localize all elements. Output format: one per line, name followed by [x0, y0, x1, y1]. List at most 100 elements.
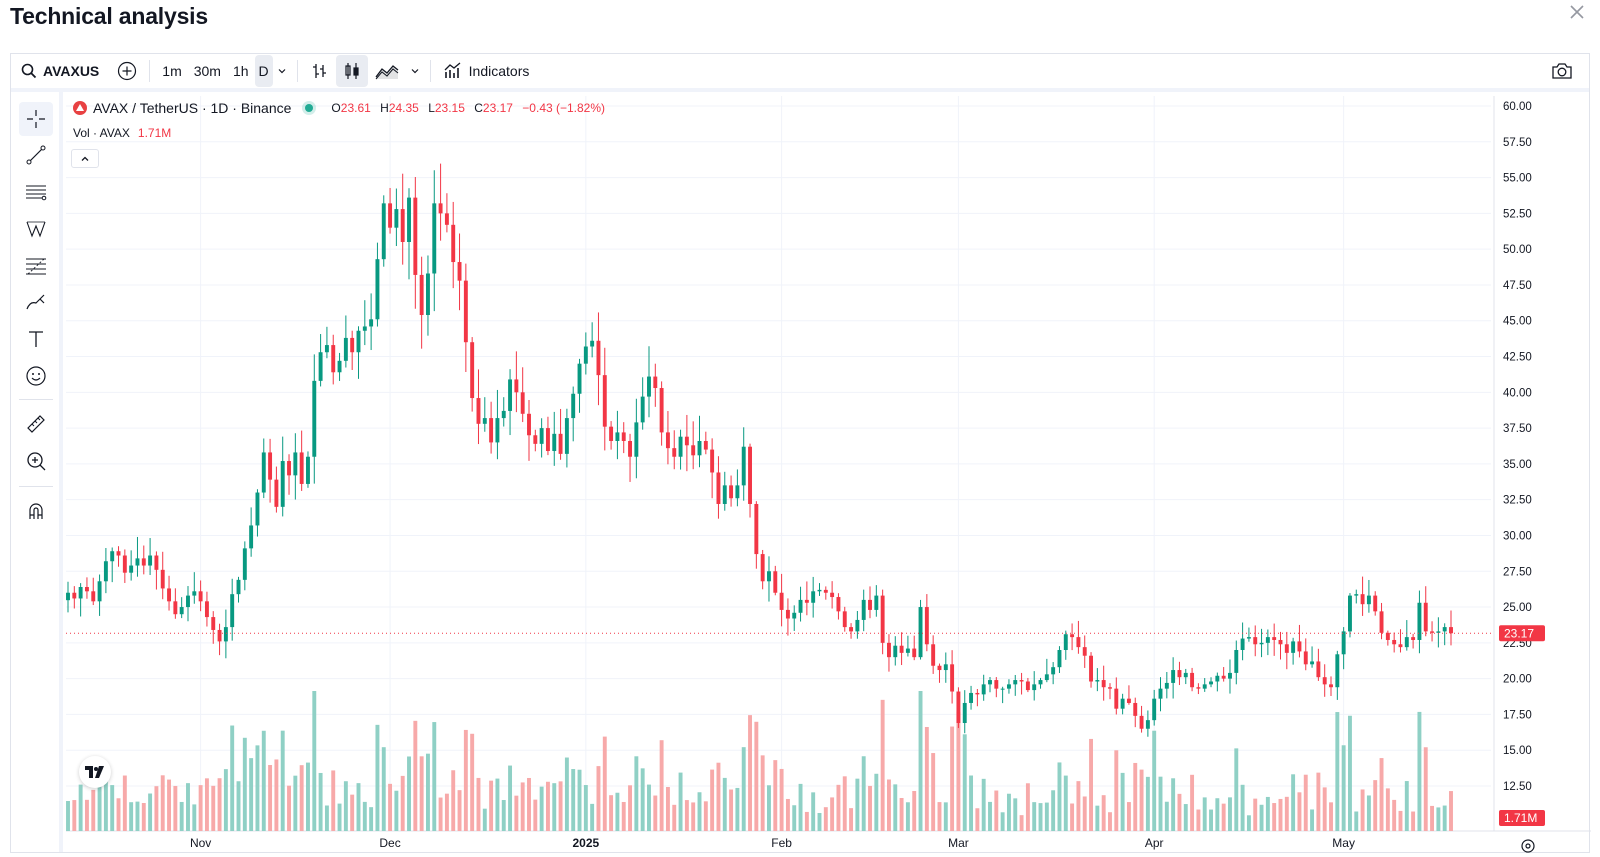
candle-body[interactable] — [1038, 680, 1043, 685]
market-status-icon[interactable] — [305, 104, 314, 112]
candle-body[interactable] — [615, 432, 620, 441]
candle-body[interactable] — [1234, 650, 1239, 673]
candle-body[interactable] — [924, 607, 929, 645]
candle-body[interactable] — [893, 645, 898, 658]
candle-body[interactable] — [426, 273, 430, 316]
candle-body[interactable] — [861, 599, 866, 620]
fib-tool[interactable] — [19, 249, 53, 283]
candle-body[interactable] — [1341, 631, 1346, 655]
candle-body[interactable] — [1348, 595, 1352, 632]
candle-body[interactable] — [1164, 682, 1169, 689]
candle-body[interactable] — [1133, 702, 1138, 716]
candle-body[interactable] — [1373, 595, 1378, 612]
candle-body[interactable] — [811, 591, 816, 603]
candle-body[interactable] — [413, 197, 418, 275]
candle-body[interactable] — [767, 571, 771, 582]
candle-body[interactable] — [350, 337, 355, 353]
interval-1m[interactable]: 1m — [162, 63, 182, 79]
candle-body[interactable] — [122, 555, 127, 573]
settings-icon[interactable] — [1521, 839, 1535, 853]
candle-body[interactable] — [381, 203, 386, 260]
measure-tool[interactable] — [19, 407, 53, 441]
candle-body[interactable] — [103, 561, 108, 582]
candle-body[interactable] — [236, 579, 241, 595]
crosshair-tool[interactable] — [19, 102, 53, 136]
candle-body[interactable] — [160, 569, 165, 589]
candle-body[interactable] — [1209, 681, 1213, 685]
candle-body[interactable] — [855, 619, 860, 632]
candle-body[interactable] — [817, 589, 822, 592]
candle-body[interactable] — [1057, 650, 1062, 668]
candle-body[interactable] — [293, 452, 298, 476]
candle-body[interactable] — [691, 445, 696, 456]
candle-body[interactable] — [950, 664, 955, 692]
candle-body[interactable] — [261, 452, 266, 493]
candle-body[interactable] — [1196, 687, 1201, 689]
candle-body[interactable] — [1291, 641, 1296, 653]
candle-body[interactable] — [1139, 715, 1144, 729]
candle-body[interactable] — [1246, 637, 1251, 639]
candle-body[interactable] — [1095, 680, 1100, 682]
candle-body[interactable] — [564, 418, 569, 454]
candle-body[interactable] — [887, 642, 891, 658]
candle-body[interactable] — [1177, 670, 1182, 678]
candle-body[interactable] — [703, 440, 708, 450]
candle-body[interactable] — [722, 485, 727, 504]
candle-body[interactable] — [684, 436, 689, 446]
indicators-button[interactable]: Indicators — [437, 55, 536, 87]
candle-body[interactable] — [741, 446, 746, 486]
candle-body[interactable] — [72, 592, 77, 599]
magnet-tool[interactable] — [19, 494, 53, 528]
candle-body[interactable] — [760, 554, 765, 582]
candle-body[interactable] — [577, 363, 582, 394]
candle-body[interactable] — [1430, 631, 1435, 633]
candle-body[interactable] — [773, 571, 778, 593]
candle-body[interactable] — [173, 601, 178, 615]
candle-body[interactable] — [602, 375, 607, 427]
candle-body[interactable] — [1253, 637, 1258, 645]
candle-body[interactable] — [1114, 688, 1119, 709]
candle-body[interactable] — [280, 461, 285, 507]
candle-body[interactable] — [306, 456, 310, 484]
candle-body[interactable] — [192, 591, 197, 596]
candle-body[interactable] — [1145, 720, 1150, 729]
candle-body[interactable] — [91, 591, 96, 602]
candle-body[interactable] — [489, 418, 494, 443]
candle-body[interactable] — [438, 203, 443, 214]
candle-body[interactable] — [647, 376, 651, 397]
candle-body[interactable] — [223, 627, 228, 642]
candle-body[interactable] — [1070, 634, 1075, 638]
candle-body[interactable] — [956, 691, 961, 724]
candle-body[interactable] — [1025, 681, 1030, 691]
area-chart-type-button[interactable] — [368, 55, 406, 87]
candle-body[interactable] — [1000, 688, 1005, 690]
candle-body[interactable] — [249, 525, 254, 549]
candle-body[interactable] — [274, 479, 279, 507]
candle-body[interactable] — [255, 492, 260, 526]
candle-body[interactable] — [1360, 594, 1365, 605]
candle-body[interactable] — [495, 418, 500, 443]
candle-body[interactable] — [1284, 644, 1289, 653]
candle-body[interactable] — [842, 611, 847, 628]
candle-body[interactable] — [653, 376, 658, 389]
candle-body[interactable] — [849, 627, 854, 632]
candle-body[interactable] — [672, 448, 677, 457]
candle-body[interactable] — [1032, 684, 1037, 691]
candle-body[interactable] — [1366, 595, 1371, 605]
candle-body[interactable] — [981, 684, 986, 695]
candle-body[interactable] — [836, 597, 841, 612]
candle-body[interactable] — [754, 503, 759, 555]
candle-body[interactable] — [508, 379, 513, 411]
candle-body[interactable] — [1108, 687, 1112, 689]
candle-body[interactable] — [1120, 698, 1125, 709]
candle-body[interactable] — [628, 440, 632, 457]
candle-body[interactable] — [1297, 641, 1302, 652]
candles-chart-type-button[interactable] — [335, 55, 368, 87]
candle-body[interactable] — [211, 617, 216, 630]
chart-type-dropdown-button[interactable] — [406, 55, 424, 87]
candle-body[interactable] — [343, 337, 348, 361]
candle-body[interactable] — [609, 426, 614, 441]
symbol-search-button[interactable]: AVAXUS — [15, 55, 105, 87]
candle-body[interactable] — [545, 428, 550, 452]
collapse-legend-button[interactable] — [71, 149, 99, 168]
